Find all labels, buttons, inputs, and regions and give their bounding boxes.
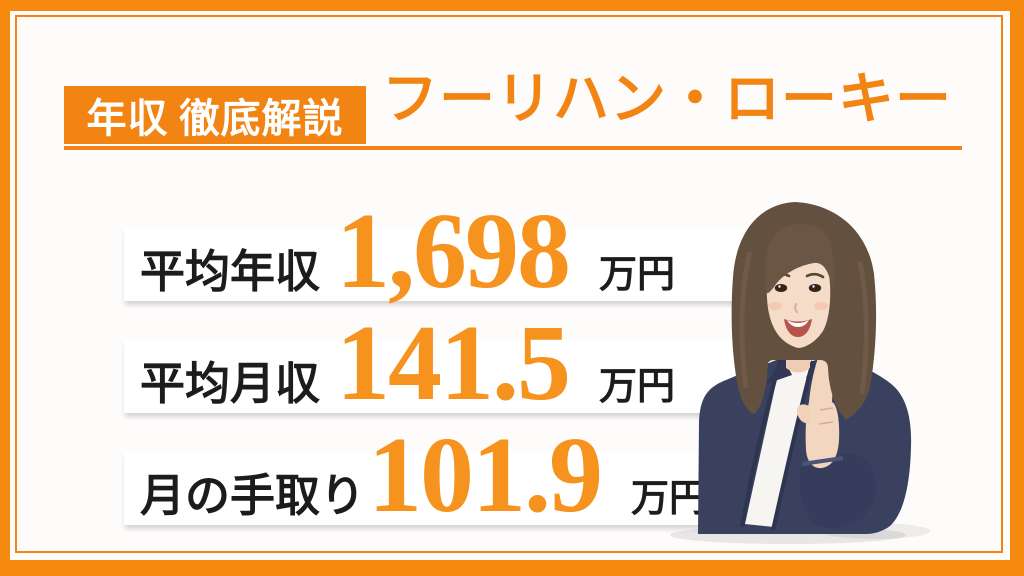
stat-unit: 万円 [599, 366, 676, 408]
white-shirt [745, 360, 813, 527]
stat-row-monthly-takehome: 月の手取り 101.9 万円 [124, 421, 770, 530]
topic-badge: 年収 徹底解説 [64, 86, 366, 144]
header-underline [64, 146, 962, 150]
stat-value: 141.5 [336, 304, 571, 423]
topic-badge-label: 年収 徹底解説 [86, 96, 344, 141]
hair-bangs [764, 224, 835, 294]
presenter-photo [670, 202, 930, 544]
stat-label: 平均年収 [140, 247, 321, 297]
inner-frame-line [15, 15, 1003, 553]
stat-unit: 万円 [631, 478, 708, 520]
stat-label: 月の手取り [140, 471, 366, 521]
stat-row-average-annual-income: 平均年収 1,698 万円 [124, 197, 770, 306]
stat-label: 平均月収 [140, 359, 321, 409]
stat-value: 1,698 [336, 192, 571, 311]
stat-value: 101.9 [368, 416, 603, 535]
stat-row-average-monthly-income: 平均月収 141.5 万円 [124, 309, 770, 418]
raised-arm-sleeve [799, 454, 876, 529]
stat-unit: 万円 [599, 254, 676, 296]
company-name-title: フーリハン・ローキー [382, 69, 952, 131]
